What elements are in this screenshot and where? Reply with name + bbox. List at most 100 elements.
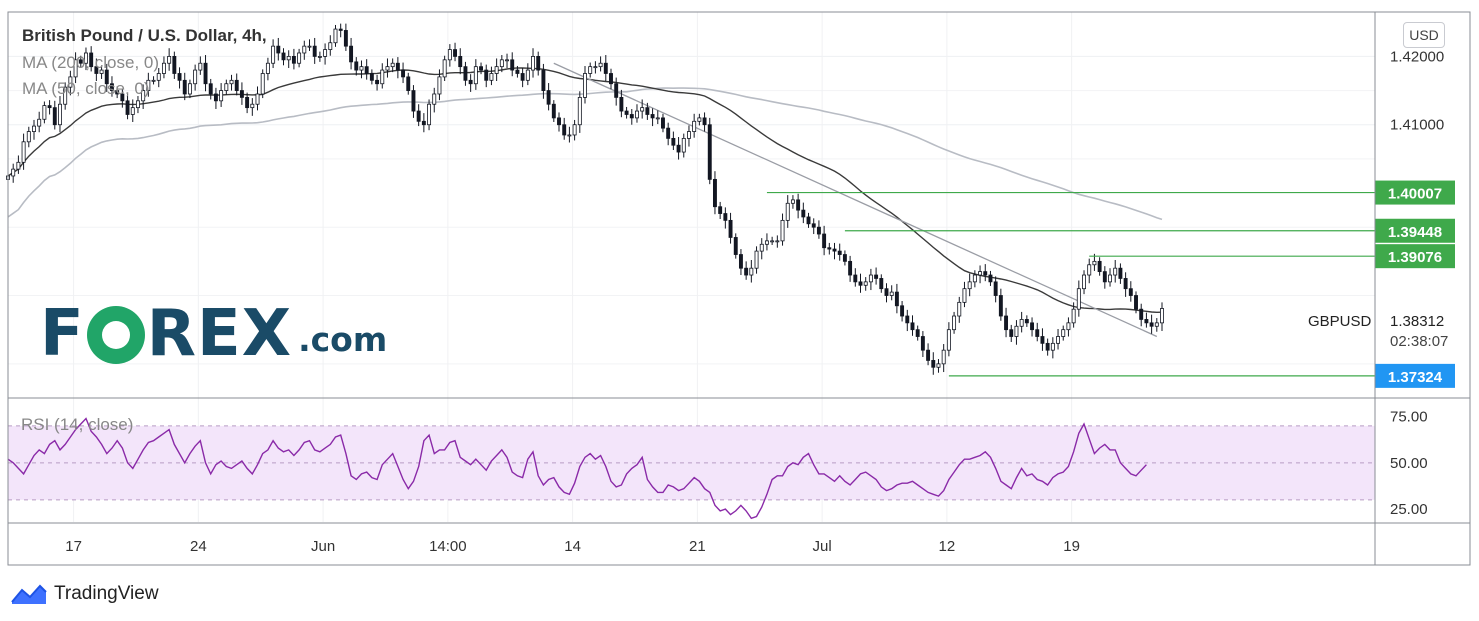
candle	[920, 331, 925, 358]
candle-body	[349, 45, 354, 63]
candle	[260, 69, 265, 99]
candle-body	[401, 69, 406, 78]
candle	[1108, 268, 1112, 287]
candle	[531, 48, 535, 78]
candle-body	[515, 69, 520, 74]
candle	[229, 74, 234, 91]
candle	[874, 267, 879, 285]
candle	[1056, 328, 1060, 350]
candle	[692, 113, 697, 138]
candle-body	[1082, 274, 1086, 290]
candle	[941, 344, 946, 373]
candle	[1134, 291, 1138, 314]
candle-body	[1139, 308, 1144, 320]
candle-body	[1009, 329, 1014, 337]
candle	[738, 249, 743, 276]
candle-body	[421, 120, 426, 126]
candle	[411, 85, 416, 118]
currency-button[interactable]: USD	[1403, 22, 1445, 48]
candle-body	[427, 103, 432, 126]
candle	[515, 65, 520, 78]
candle-body	[759, 243, 764, 252]
candle-body	[983, 271, 988, 276]
candle-body	[172, 56, 177, 74]
candle-body	[510, 59, 515, 71]
candle-body	[655, 117, 660, 120]
candle-body	[842, 254, 847, 262]
candle-body	[583, 73, 587, 98]
symbol-label: GBPUSD	[1308, 313, 1372, 330]
candle	[1035, 322, 1040, 342]
candle-body	[681, 137, 686, 153]
candle-body	[978, 271, 983, 276]
candle-body	[972, 274, 977, 283]
candle	[572, 119, 577, 141]
candle-body	[203, 62, 208, 85]
candle-body	[1102, 271, 1107, 283]
level-tag	[1375, 244, 1455, 269]
level-tag-label: 1.39448	[1388, 224, 1442, 241]
candle-body	[863, 281, 868, 286]
candle	[1071, 302, 1076, 328]
candle-body	[307, 45, 312, 48]
candle	[957, 296, 962, 323]
candle-body	[47, 105, 52, 109]
candle	[629, 109, 634, 125]
candle	[837, 243, 842, 261]
candle-body	[286, 56, 291, 61]
candle-body	[541, 69, 546, 91]
candle-body	[546, 90, 551, 105]
candle	[1128, 281, 1133, 302]
candle	[666, 122, 671, 146]
candle	[375, 74, 380, 91]
candle-body	[905, 315, 910, 324]
candle	[967, 273, 972, 297]
tradingview-brand[interactable]: TradingView	[10, 581, 159, 607]
candle	[250, 98, 255, 116]
candle	[317, 51, 322, 62]
candle-body	[1092, 260, 1097, 266]
candle	[510, 52, 515, 77]
candle-body	[806, 216, 811, 225]
candle-body	[437, 76, 442, 95]
candle-body	[764, 240, 769, 245]
candle	[1040, 328, 1045, 351]
level-tag-label: 1.40007	[1388, 186, 1442, 203]
candle-body	[645, 107, 650, 115]
candle	[889, 285, 894, 301]
candle	[120, 88, 125, 108]
candle-body	[120, 93, 125, 102]
candle-body	[837, 250, 842, 255]
candle-body	[167, 56, 172, 64]
candle	[1004, 307, 1009, 338]
candle-body	[874, 274, 879, 279]
rsi-legend: RSI (14, close)	[21, 415, 134, 434]
candle-body	[702, 117, 707, 126]
candle-body	[816, 226, 821, 235]
candle	[650, 108, 655, 127]
candle-body	[598, 62, 603, 68]
candle-body	[333, 28, 338, 44]
candle	[395, 57, 400, 79]
candle	[603, 55, 608, 82]
candle-body	[952, 315, 957, 331]
candle	[946, 322, 951, 357]
candle	[167, 48, 172, 71]
candle	[245, 92, 250, 114]
candle	[811, 218, 816, 235]
candle	[406, 72, 411, 95]
candle	[32, 119, 36, 140]
candle-body	[146, 79, 151, 91]
candle-body	[650, 114, 655, 119]
candle-body	[1113, 267, 1118, 276]
downtrend-line	[553, 62, 1158, 338]
candle-body	[1108, 274, 1112, 283]
candle	[276, 37, 281, 61]
candle	[770, 236, 775, 245]
candle	[1149, 314, 1154, 334]
candle	[894, 283, 899, 314]
candle-body	[239, 90, 244, 98]
bar-countdown: 02:38:07	[1390, 333, 1449, 350]
candle	[931, 352, 936, 375]
